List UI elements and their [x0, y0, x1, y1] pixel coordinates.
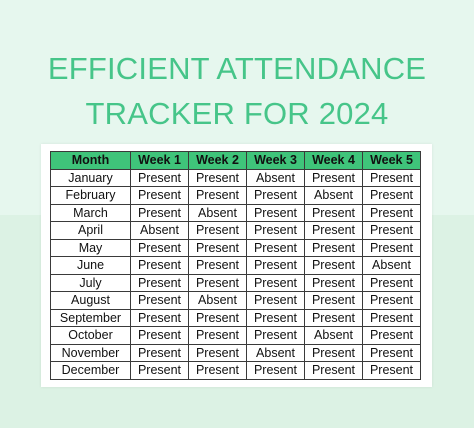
- week-3-cell: Present: [246, 326, 305, 345]
- week-5-cell: Present: [362, 203, 421, 222]
- week-1-cell: Present: [130, 186, 189, 205]
- week-4-cell: Present: [304, 361, 363, 380]
- week-2-cell: Absent: [188, 291, 247, 310]
- week-1-cell: Present: [130, 343, 189, 362]
- week-1-cell: Present: [130, 168, 189, 187]
- table-row: February Present Present Present Absent Prese…: [50, 186, 421, 205]
- week-3-cell: Present: [246, 256, 305, 275]
- week-2-cell: Present: [188, 343, 247, 362]
- week-3-cell: Present: [246, 203, 305, 222]
- week-1-cell: Present: [130, 238, 189, 257]
- week-5-cell: Present: [362, 291, 421, 310]
- week-1-cell: Present: [130, 361, 189, 380]
- week-2-cell: Absent: [188, 203, 247, 222]
- header-week-4: Week 4: [304, 151, 363, 170]
- week-3-cell: Present: [246, 186, 305, 205]
- header-row: Month Week 1 Week 2 Week 3 Week 4 Week 5: [50, 151, 421, 170]
- week-2-cell: Present: [188, 221, 247, 240]
- week-5-cell: Present: [362, 308, 421, 327]
- table-row: November Present Present Absent Present Prese…: [50, 343, 421, 362]
- week-1-cell: Present: [130, 256, 189, 275]
- table-row: September Present Present Present Present Pre…: [50, 308, 421, 327]
- week-3-cell: Present: [246, 308, 305, 327]
- header-week-5: Week 5: [362, 151, 421, 170]
- week-2-cell: Present: [188, 273, 247, 292]
- month-cell: February: [50, 186, 131, 205]
- attendance-table: Month Week 1 Week 2 Week 3 Week 4 Week 5…: [50, 151, 421, 380]
- week-2-cell: Present: [188, 361, 247, 380]
- week-2-cell: Present: [188, 326, 247, 345]
- week-5-cell: Present: [362, 361, 421, 380]
- title-line-2: TRACKER FOR 2024: [85, 96, 389, 131]
- week-3-cell: Present: [246, 221, 305, 240]
- week-5-cell: Present: [362, 168, 421, 187]
- week-1-cell: Absent: [130, 221, 189, 240]
- header-week-1: Week 1: [130, 151, 189, 170]
- month-cell: March: [50, 203, 131, 222]
- table-row: July Present Present Present Present Present: [50, 273, 421, 292]
- week-5-cell: Present: [362, 343, 421, 362]
- week-4-cell: Present: [304, 308, 363, 327]
- month-cell: October: [50, 326, 131, 345]
- week-4-cell: Present: [304, 256, 363, 275]
- week-5-cell: Present: [362, 186, 421, 205]
- week-4-cell: Absent: [304, 326, 363, 345]
- header-week-2: Week 2: [188, 151, 247, 170]
- week-4-cell: Present: [304, 203, 363, 222]
- week-1-cell: Present: [130, 203, 189, 222]
- week-1-cell: Present: [130, 326, 189, 345]
- week-4-cell: Present: [304, 238, 363, 257]
- table-row: June Present Present Present Present Absent: [50, 256, 421, 275]
- week-5-cell: Present: [362, 238, 421, 257]
- week-1-cell: Present: [130, 308, 189, 327]
- table-row: August Present Absent Present Present Present: [50, 291, 421, 310]
- week-3-cell: Present: [246, 291, 305, 310]
- week-3-cell: Absent: [246, 343, 305, 362]
- week-4-cell: Present: [304, 291, 363, 310]
- week-5-cell: Present: [362, 273, 421, 292]
- week-2-cell: Present: [188, 256, 247, 275]
- title-line-1: EFFICIENT ATTENDANCE: [47, 51, 427, 86]
- week-3-cell: Absent: [246, 168, 305, 187]
- month-cell: April: [50, 221, 131, 240]
- week-3-cell: Present: [246, 273, 305, 292]
- month-cell: August: [50, 291, 131, 310]
- week-4-cell: Absent: [304, 186, 363, 205]
- table-row: October Present Present Present Absent Presen…: [50, 326, 421, 345]
- table-row: January Present Present Absent Present Presen…: [50, 168, 421, 187]
- week-2-cell: Present: [188, 186, 247, 205]
- month-cell: June: [50, 256, 131, 275]
- week-5-cell: Absent: [362, 256, 421, 275]
- header-week-3: Week 3: [246, 151, 305, 170]
- month-cell: November: [50, 343, 131, 362]
- week-2-cell: Present: [188, 238, 247, 257]
- week-4-cell: Present: [304, 168, 363, 187]
- table-row: April Absent Present Present Present Present: [50, 221, 421, 240]
- page-title: EFFICIENT ATTENDANCE TRACKER FOR 2024: [0, 46, 474, 136]
- month-cell: December: [50, 361, 131, 380]
- week-5-cell: Present: [362, 326, 421, 345]
- week-1-cell: Present: [130, 291, 189, 310]
- week-4-cell: Present: [304, 343, 363, 362]
- week-1-cell: Present: [130, 273, 189, 292]
- month-cell: January: [50, 168, 131, 187]
- table-body: January Present Present Absent Present Presen…: [50, 168, 421, 380]
- table-row: May Present Present Present Present Present: [50, 238, 421, 257]
- week-4-cell: Present: [304, 273, 363, 292]
- table-row: March Present Absent Present Present Present: [50, 203, 421, 222]
- month-cell: September: [50, 308, 131, 327]
- month-cell: July: [50, 273, 131, 292]
- week-3-cell: Present: [246, 238, 305, 257]
- header-month: Month: [50, 151, 131, 170]
- week-2-cell: Present: [188, 308, 247, 327]
- week-2-cell: Present: [188, 168, 247, 187]
- week-5-cell: Present: [362, 221, 421, 240]
- week-4-cell: Present: [304, 221, 363, 240]
- spreadsheet-card: Month Week 1 Week 2 Week 3 Week 4 Week 5…: [41, 144, 432, 387]
- table-row: December Present Present Present Present Pres…: [50, 361, 421, 380]
- month-cell: May: [50, 238, 131, 257]
- week-3-cell: Present: [246, 361, 305, 380]
